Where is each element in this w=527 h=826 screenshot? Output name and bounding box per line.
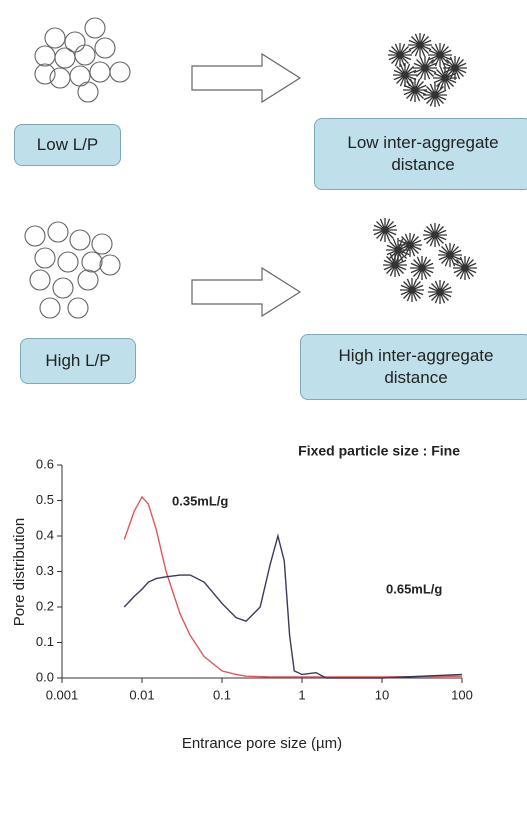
particle bbox=[78, 270, 98, 290]
star bbox=[386, 238, 410, 262]
particle bbox=[50, 68, 70, 88]
particle bbox=[68, 298, 88, 318]
particle bbox=[75, 45, 95, 65]
particle bbox=[58, 252, 78, 272]
particle bbox=[53, 278, 73, 298]
star bbox=[388, 43, 412, 67]
y-axis-label: Pore distribution bbox=[11, 518, 28, 626]
y-tick-label: 0.3 bbox=[36, 563, 54, 578]
particle bbox=[48, 222, 68, 242]
particle bbox=[100, 255, 120, 275]
particle bbox=[25, 226, 45, 246]
star bbox=[393, 63, 417, 87]
particle bbox=[70, 66, 90, 86]
particle bbox=[30, 270, 50, 290]
particle bbox=[35, 248, 55, 268]
label-box: Low inter-aggregate distance bbox=[314, 118, 527, 190]
x-tick-label: 0.01 bbox=[129, 687, 154, 702]
x-axis-label: Entrance pore size (µm) bbox=[182, 735, 342, 752]
particle bbox=[82, 252, 102, 272]
particles bbox=[25, 18, 130, 318]
x-tick-label: 1 bbox=[298, 687, 305, 702]
y-tick-label: 0.5 bbox=[36, 492, 54, 507]
y-tick-label: 0.4 bbox=[36, 527, 54, 542]
star bbox=[438, 243, 462, 267]
particle bbox=[78, 82, 98, 102]
arrows bbox=[192, 54, 300, 316]
label-box: Low L/P bbox=[14, 124, 121, 166]
particle bbox=[95, 38, 115, 58]
figure: Fixed particle size : Fine Entrance pore… bbox=[0, 0, 527, 826]
star bbox=[410, 256, 434, 280]
star bbox=[453, 256, 477, 280]
arrow bbox=[192, 54, 300, 102]
label-box: High inter-aggregate distance bbox=[300, 334, 527, 400]
star bbox=[403, 78, 427, 102]
particle bbox=[40, 298, 60, 318]
arrow bbox=[192, 268, 300, 316]
star bbox=[428, 280, 452, 304]
particle bbox=[92, 234, 112, 254]
series-label: 0.35mL/g bbox=[172, 493, 228, 508]
label-box: High L/P bbox=[20, 338, 136, 384]
star bbox=[443, 56, 467, 80]
x-tick-label: 0.001 bbox=[46, 687, 79, 702]
particle bbox=[35, 64, 55, 84]
star bbox=[373, 218, 397, 242]
x-tick-label: 100 bbox=[451, 687, 473, 702]
y-tick-label: 0.2 bbox=[36, 598, 54, 613]
particle bbox=[85, 18, 105, 38]
star bbox=[408, 33, 432, 57]
series-label: 0.65mL/g bbox=[386, 581, 442, 596]
particle bbox=[90, 62, 110, 82]
x-tick-label: 0.1 bbox=[213, 687, 231, 702]
particle bbox=[55, 48, 75, 68]
particle bbox=[70, 230, 90, 250]
chart-title: Fixed particle size : Fine bbox=[298, 443, 460, 459]
y-tick-label: 0.6 bbox=[36, 456, 54, 471]
star bbox=[400, 278, 424, 302]
star bbox=[423, 83, 447, 107]
particle bbox=[110, 62, 130, 82]
y-tick-label: 0.1 bbox=[36, 634, 54, 649]
line-series bbox=[124, 536, 462, 678]
x-tick-label: 10 bbox=[375, 687, 389, 702]
y-tick-label: 0.0 bbox=[36, 669, 54, 684]
star bbox=[428, 43, 452, 67]
star bbox=[413, 56, 437, 80]
star bbox=[423, 223, 447, 247]
particle bbox=[45, 28, 65, 48]
particle bbox=[35, 46, 55, 66]
